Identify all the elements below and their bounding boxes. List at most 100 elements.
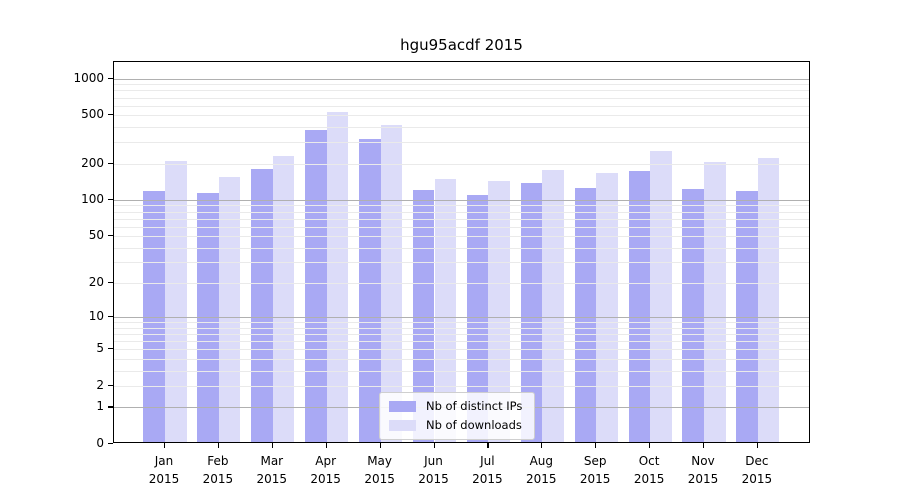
x-tick-label-dec: Dec 2015 [741,454,773,486]
bar-downloads-aug [542,170,564,442]
bar-distinct-ips-jan [143,190,165,442]
y-tick-mark-200 [108,162,113,164]
gridline-minor-30 [114,262,809,264]
y-tick-mark-2 [108,384,113,387]
legend-label-downloads: Nb of downloads [426,418,522,432]
y-tick-label-1: 1 [96,399,104,414]
x-tick-mark-dec [756,443,759,448]
x-tick-label-may: May 2015 [364,454,395,486]
gridline-minor-9 [114,322,809,324]
gridline-minor-60 [114,226,809,228]
gridline-major-100 [114,199,809,201]
y-tick-mark-20 [108,281,113,284]
bar-distinct-ips-may [359,139,381,442]
gridline-minor-600 [114,105,809,107]
gridline-minor-200-dup [114,163,809,165]
y-tick-mark-50 [108,235,113,237]
gridline-minor-6 [114,341,809,343]
y-tick-mark-1 [108,406,113,408]
x-tick-label-feb: Feb 2015 [202,454,234,486]
y-tick-label-20: 20 [88,274,104,289]
gridline-major-10 [114,317,809,319]
bar-downloads-apr [326,112,349,442]
x-tick-label-mar: Mar 2015 [256,454,288,486]
y-tick-mark-0 [108,443,113,445]
gridline-minor-20 [114,283,809,284]
gridline-major-1000 [114,78,809,80]
gridline-minor-50 [114,236,809,238]
bar-distinct-ips-nov [682,188,704,442]
x-tick-label-apr: Apr 2015 [310,454,341,486]
gridline-minor-500 [114,115,809,117]
bar-distinct-ips-oct [628,171,651,442]
x-tick-mark-jul [487,443,489,448]
x-tick-label-jun: Jun 2015 [418,454,449,486]
gridline-minor-4 [114,358,809,360]
y-tick-label-1000: 1000 [73,70,104,85]
x-tick-label-jan: Jan 2015 [148,454,180,486]
bar-downloads-feb [218,177,241,442]
gridline-minor-300 [114,142,809,144]
x-tick-mark-jun [433,443,435,448]
legend-swatch-distinct-ips [389,401,416,412]
bar-downloads-jul [488,180,510,442]
gridline-minor-700 [114,97,809,99]
grid-layer [114,62,809,442]
gridline-minor-8 [114,327,809,329]
bar-distinct-ips-sep [574,187,597,442]
gridline-minor-900 [114,84,809,86]
gridline-minor-70 [114,218,809,220]
x-tick-mark-mar [271,443,273,448]
bars-layer [114,62,809,442]
bar-distinct-ips-jun [412,189,435,442]
chart-title: hgu95acdf 2015 [400,36,523,54]
y-tick-label-200: 200 [81,155,104,170]
legend-item-downloads: Nb of downloads [389,419,522,432]
gridline-minor-80 [114,211,809,213]
bar-downloads-jan [165,161,187,442]
y-tick-label-10: 10 [88,309,104,324]
y-tick-mark-10 [108,316,113,318]
bar-downloads-oct [650,151,672,442]
y-tick-mark-1000 [108,77,113,79]
y-tick-mark-100 [108,198,113,201]
y-tick-label-0: 0 [96,436,104,450]
bar-distinct-ips-dec [736,190,758,442]
x-tick-mark-oct [649,443,651,448]
legend-item-distinct-ips: Nb of distinct IPs [389,400,522,413]
x-tick-mark-sep [595,443,597,448]
x-tick-label-oct: Oct 2015 [633,454,665,486]
x-tick-mark-feb [217,443,220,448]
bar-distinct-ips-apr [305,130,327,442]
y-tick-label-2: 2 [96,377,104,392]
gridline-minor-400 [114,127,809,128]
bar-downloads-nov [704,161,726,442]
x-tick-mark-may [379,443,381,448]
y-tick-mark-5 [108,348,113,350]
y-tick-label-100: 100 [81,191,104,206]
gridline-minor-5 [114,349,809,351]
gridline-minor-3 [114,370,809,372]
x-tick-label-nov: Nov 2015 [687,454,719,486]
gridline-minor-800 [114,90,809,92]
gridline-minor-2 [114,385,809,387]
y-tick-mark-500 [108,114,113,116]
bar-downloads-jun [434,179,457,442]
legend-swatch-downloads [389,420,416,431]
bar-downloads-sep [596,173,618,442]
plot-area: Nb of distinct IPs Nb of downloads [113,61,810,443]
x-tick-label-aug: Aug 2015 [526,454,557,486]
y-tick-label-500: 500 [81,107,104,122]
x-tick-label-sep: Sep 2015 [579,454,611,486]
x-tick-mark-jan [164,443,166,448]
legend-label-distinct-ips: Nb of distinct IPs [426,399,523,413]
y-tick-label-50: 50 [88,228,104,243]
x-tick-mark-aug [541,443,543,448]
bar-distinct-ips-mar [251,169,273,442]
gridline-minor-90 [114,205,809,207]
y-tick-label-5: 5 [96,341,104,356]
legend: Nb of distinct IPs Nb of downloads [379,392,536,440]
gridline-minor-40 [114,247,809,249]
gridline-minor-7 [114,334,809,335]
